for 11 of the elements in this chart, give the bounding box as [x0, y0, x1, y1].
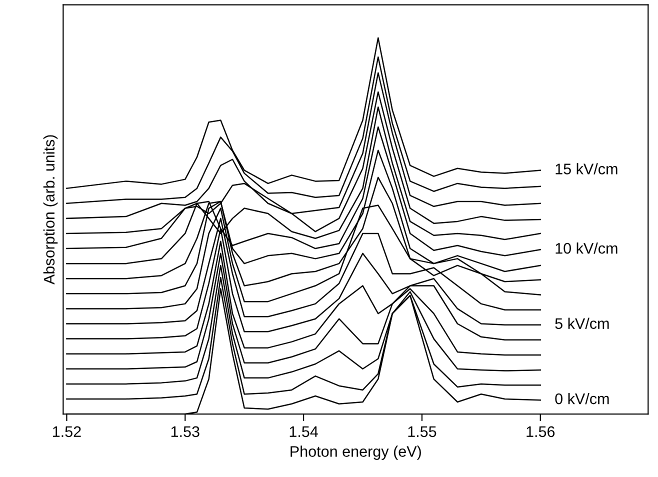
x-tick-label: 1.54: [290, 426, 318, 438]
x-tick-label: 1.55: [408, 426, 436, 438]
series-label: 10 kV/cm: [556, 242, 618, 254]
x-axis-title: Photon energy (eV): [290, 446, 421, 460]
series-label: 15 kV/cm: [556, 163, 618, 174]
series-label: 0 kV/cm: [555, 392, 609, 404]
x-tick-label: 1.53: [171, 426, 200, 438]
series-label: 5 kV/cm: [555, 318, 609, 329]
x-tick-label: 1.52: [53, 426, 81, 438]
y-axis-title: Absorption (arb. units): [43, 135, 58, 285]
x-tick-label: 1.56: [526, 426, 555, 438]
